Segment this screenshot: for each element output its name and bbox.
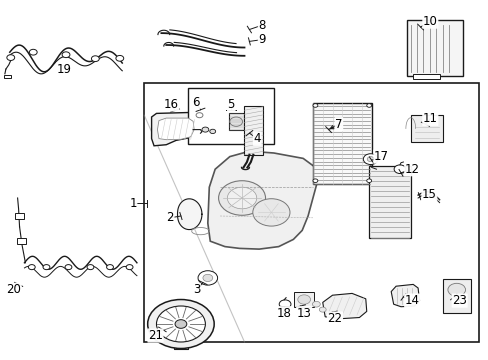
Text: 11: 11 [422, 112, 437, 125]
Bar [442, 279, 470, 313]
Circle shape [116, 55, 123, 61]
Polygon shape [207, 151, 316, 249]
Polygon shape [157, 118, 194, 140]
Circle shape [7, 55, 15, 60]
Bar [244, 106, 263, 155]
Circle shape [366, 104, 371, 107]
Circle shape [202, 127, 208, 132]
Bar [144, 83, 478, 342]
Text: 8: 8 [258, 19, 265, 32]
Text: 9: 9 [258, 33, 265, 46]
Circle shape [312, 179, 317, 183]
Circle shape [91, 56, 99, 62]
Circle shape [393, 165, 405, 174]
Circle shape [29, 49, 37, 55]
Text: 23: 23 [451, 294, 466, 307]
Circle shape [218, 181, 265, 215]
Bar [406, 20, 462, 76]
Bar [188, 88, 273, 144]
Bar [228, 113, 243, 130]
Text: 19: 19 [57, 63, 72, 76]
Circle shape [203, 274, 212, 282]
Circle shape [126, 265, 133, 270]
Bar [15, 213, 24, 219]
Circle shape [312, 104, 317, 107]
Circle shape [252, 199, 289, 226]
Polygon shape [177, 199, 202, 230]
Text: 5: 5 [227, 98, 235, 111]
Text: 12: 12 [404, 163, 419, 176]
Circle shape [62, 52, 70, 58]
Bar [312, 103, 371, 184]
Bar [410, 115, 442, 142]
Circle shape [87, 265, 94, 270]
Text: 2: 2 [166, 211, 174, 224]
Circle shape [198, 271, 217, 285]
Circle shape [65, 265, 72, 270]
Circle shape [106, 265, 113, 270]
Circle shape [319, 307, 325, 312]
Bar [4, 75, 11, 78]
Text: 1: 1 [129, 197, 137, 210]
Bar [294, 292, 313, 307]
Circle shape [312, 301, 320, 307]
Circle shape [297, 295, 310, 304]
Circle shape [229, 117, 242, 126]
Circle shape [196, 113, 203, 118]
Text: 4: 4 [253, 132, 261, 145]
Circle shape [447, 283, 465, 296]
Bar [368, 166, 410, 238]
Circle shape [43, 265, 50, 270]
Bar [412, 74, 439, 79]
Text: 7: 7 [334, 118, 342, 131]
Text: 6: 6 [191, 96, 199, 109]
Text: 17: 17 [373, 150, 388, 163]
Text: 22: 22 [327, 312, 342, 325]
Text: 16: 16 [163, 98, 178, 111]
Polygon shape [322, 293, 366, 319]
Text: 18: 18 [276, 307, 290, 320]
Circle shape [156, 306, 205, 342]
Circle shape [209, 129, 215, 134]
Polygon shape [390, 284, 419, 307]
Circle shape [227, 187, 256, 209]
Circle shape [175, 320, 186, 328]
Circle shape [366, 157, 373, 162]
Text: 13: 13 [296, 307, 311, 320]
Circle shape [366, 179, 371, 183]
Circle shape [279, 300, 290, 309]
Circle shape [363, 154, 377, 165]
Text: 10: 10 [422, 15, 437, 28]
Text: 20: 20 [6, 283, 21, 296]
Bar [17, 238, 26, 244]
Text: 15: 15 [421, 188, 436, 201]
Circle shape [28, 265, 35, 270]
Circle shape [147, 300, 214, 348]
Polygon shape [151, 112, 203, 146]
Text: 21: 21 [148, 329, 163, 342]
Text: 14: 14 [404, 294, 419, 307]
Text: 3: 3 [192, 283, 200, 296]
